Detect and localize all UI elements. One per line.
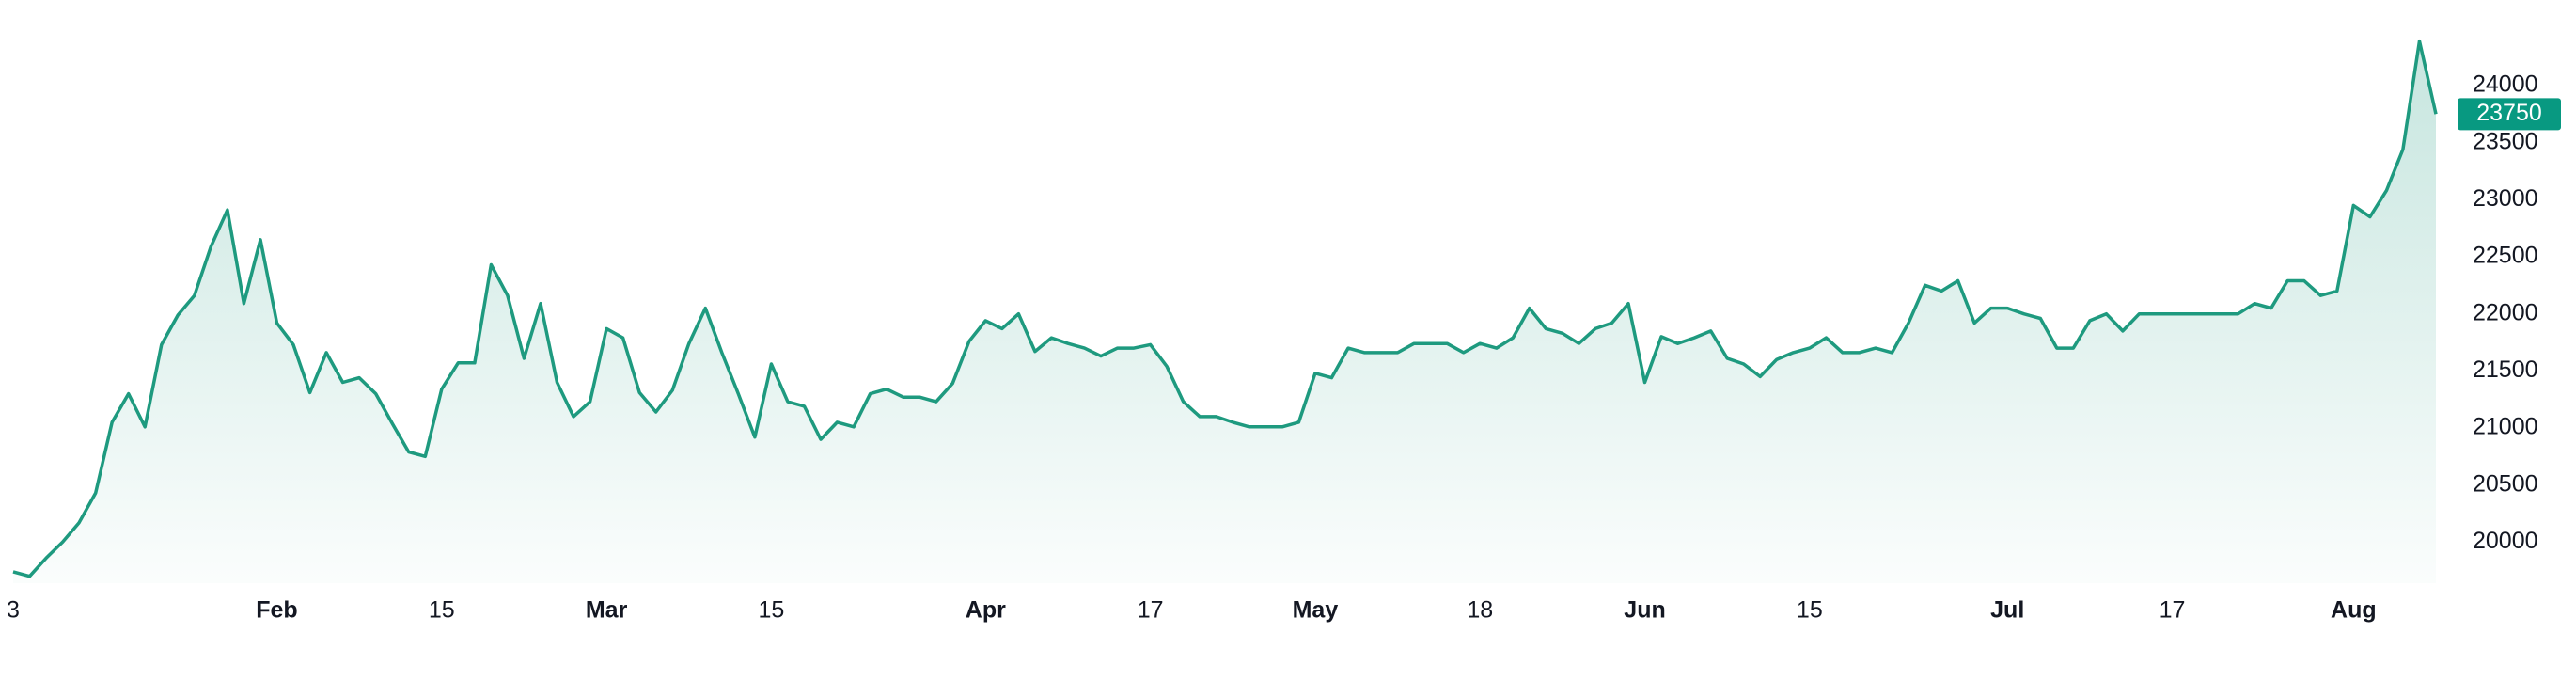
last-value-label: 23750 [2476, 100, 2542, 126]
x-tick-label: Feb [256, 597, 297, 624]
x-tick-label: Mar [586, 597, 628, 624]
last-value-badge [2458, 98, 2561, 131]
y-tick-label: 24000 [2473, 71, 2538, 98]
x-tick-label: 3 [7, 597, 20, 624]
x-tick-label: Jul [1990, 597, 2024, 624]
x-tick-label: 15 [759, 597, 785, 624]
x-tick-label: 18 [1467, 597, 1493, 624]
y-tick-label: 21500 [2473, 356, 2538, 383]
y-tick-label: 23000 [2473, 185, 2538, 212]
price-line [12, 39, 2438, 578]
area-fill [13, 40, 2436, 583]
y-tick-label: 21000 [2473, 414, 2538, 440]
y-tick-label: 20500 [2473, 470, 2538, 497]
x-tick-label: Apr [966, 597, 1006, 624]
y-tick-label: 20000 [2473, 528, 2538, 554]
x-tick-label: 15 [1797, 597, 1823, 624]
x-tick-label: May [1293, 597, 1339, 624]
x-tick-label: Aug [2331, 597, 2377, 624]
x-tick-label: 15 [429, 597, 455, 624]
y-tick-label: 23500 [2473, 128, 2538, 154]
x-tick-label: 17 [1138, 597, 1164, 624]
x-tick-label: 17 [2160, 597, 2186, 624]
y-tick-label: 22500 [2473, 243, 2538, 269]
y-tick-label: 22000 [2473, 299, 2538, 325]
x-tick-label: Jun [1624, 597, 1665, 624]
